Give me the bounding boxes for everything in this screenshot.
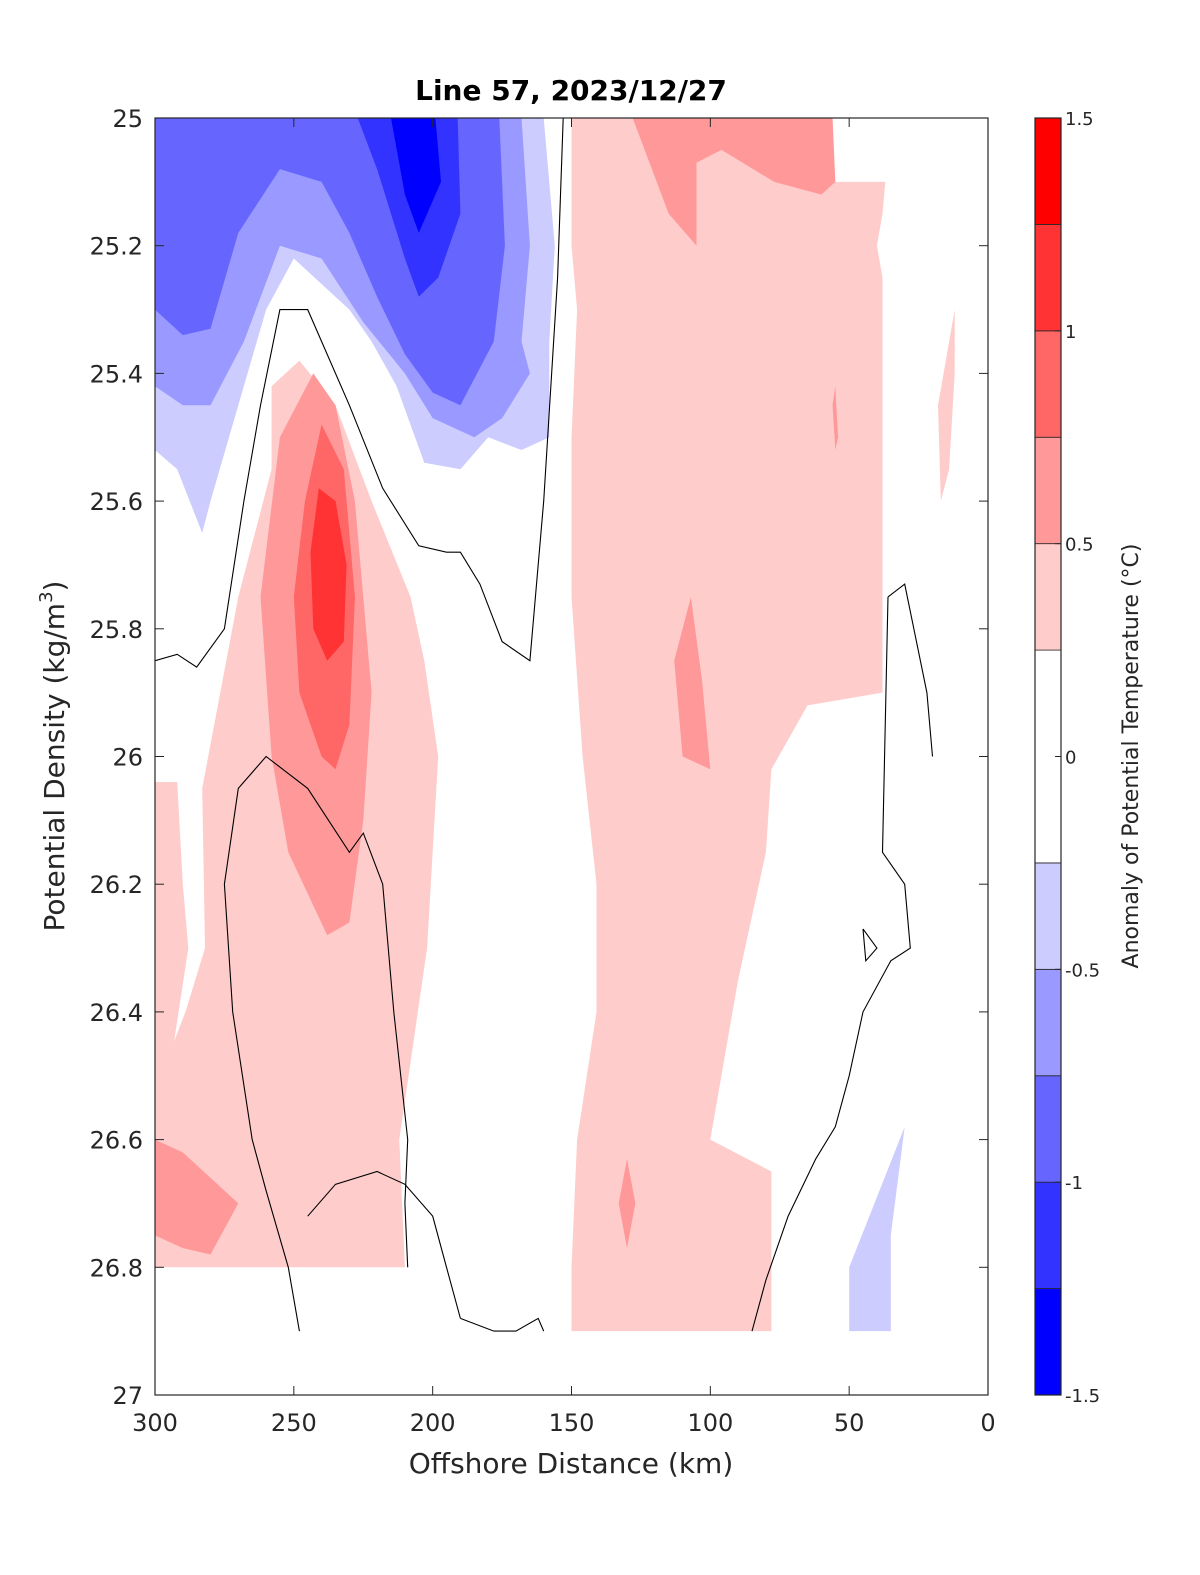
y-tick-label: 25 xyxy=(112,105,143,133)
region-red-patch-mid-band xyxy=(674,596,711,770)
region-red-patch-sliver xyxy=(832,386,839,450)
region-pink-far-offshore-edge xyxy=(155,782,189,1140)
y-tick-label: 26 xyxy=(112,744,143,772)
x-axis-ticks: 300 250 200 150 100 50 0 xyxy=(132,118,996,1437)
chart-title: Line 57, 2023/12/27 xyxy=(415,74,727,107)
colorbar-segment xyxy=(1034,543,1062,651)
colorbar-ticks: 1.5 1 0.5 0 -0.5 -1 -1.5 xyxy=(1055,109,1100,1407)
x-tick-label: 100 xyxy=(687,1409,733,1437)
colorbar-segment xyxy=(1034,1075,1062,1183)
x-axis-title: Offshore Distance (km) xyxy=(409,1447,734,1480)
region-blue-deepest xyxy=(391,118,441,233)
y-tick-label: 25.8 xyxy=(90,616,143,644)
zero-contour-1 xyxy=(155,118,564,668)
colorbar-tick-label: 1.5 xyxy=(1065,109,1094,130)
x-tick-label: 50 xyxy=(834,1409,865,1437)
colorbar-segment xyxy=(1034,436,1062,545)
zero-contour-7 xyxy=(862,928,878,963)
colorbar-tick-label: 0 xyxy=(1065,748,1076,769)
region-red-patch-nearshore-top xyxy=(632,118,836,246)
region-blue-nearshore-bottom xyxy=(849,1126,905,1332)
colorbar-segment xyxy=(1034,1288,1062,1396)
y-axis-title-close: ) xyxy=(38,581,71,592)
zero-contour-2 xyxy=(223,755,409,1332)
y-tick-label: 26.2 xyxy=(90,871,143,899)
region-deepest-red-core xyxy=(310,488,347,661)
region-blue-small-left xyxy=(168,169,203,259)
y-tick-label: 26.8 xyxy=(90,1254,143,1282)
y-tick-label: 25.4 xyxy=(90,360,143,388)
colorbar-tick-label: -1 xyxy=(1065,1173,1083,1194)
y-tick-label: 25.2 xyxy=(90,233,143,261)
x-tick-label: 300 xyxy=(132,1409,178,1437)
colorbar-segment xyxy=(1034,862,1062,970)
y-tick-label: 26.4 xyxy=(90,999,143,1027)
region-pink-shore-strip xyxy=(938,309,955,502)
colorbar-tick-label: 1 xyxy=(1065,322,1076,343)
colorbar-tick-label: -1.5 xyxy=(1065,1386,1100,1407)
x-tick-label: 150 xyxy=(549,1409,595,1437)
colorbar-segment xyxy=(1034,968,1062,1077)
filled-contour-regions xyxy=(155,118,955,1332)
x-tick-label: 0 xyxy=(980,1409,995,1437)
y-axis-title-superscript: 3 xyxy=(36,591,57,602)
zero-contour-3 xyxy=(460,1317,545,1332)
y-tick-label: 27 xyxy=(112,1382,143,1410)
colorbar-tick-label: 0.5 xyxy=(1065,535,1094,556)
y-axis-title-main: Potential Density (kg/m xyxy=(38,603,71,932)
region-pink-nearshore-band xyxy=(571,118,886,1332)
zero-contour-6 xyxy=(751,596,911,1332)
colorbar-tick-label: -0.5 xyxy=(1065,960,1100,981)
colorbar-segment xyxy=(1034,1181,1062,1289)
colorbar-segment xyxy=(1034,117,1062,225)
zero-contour-4 xyxy=(307,1170,461,1319)
y-tick-label: 25.6 xyxy=(90,488,143,516)
colorbar-segment xyxy=(1034,330,1062,438)
region-red-patch-lower-mid xyxy=(618,1158,636,1249)
y-axis-title: Potential Density (kg/m3) xyxy=(36,581,71,932)
zero-contour-lines xyxy=(155,118,934,1332)
region-red-patch-lower-left xyxy=(155,1139,239,1255)
y-axis-ticks: 25 25.2 25.4 25.6 25.8 26 26.2 26.4 26.6 26.8 27 xyxy=(90,105,988,1410)
y-tick-label: 26.6 xyxy=(90,1127,143,1155)
zero-contour-5 xyxy=(887,583,934,757)
colorbar-segment xyxy=(1034,224,1062,332)
colorbar-title: Anomaly of Potential Temperature (°C) xyxy=(1119,544,1144,969)
x-tick-label: 200 xyxy=(410,1409,456,1437)
x-tick-label: 250 xyxy=(271,1409,317,1437)
